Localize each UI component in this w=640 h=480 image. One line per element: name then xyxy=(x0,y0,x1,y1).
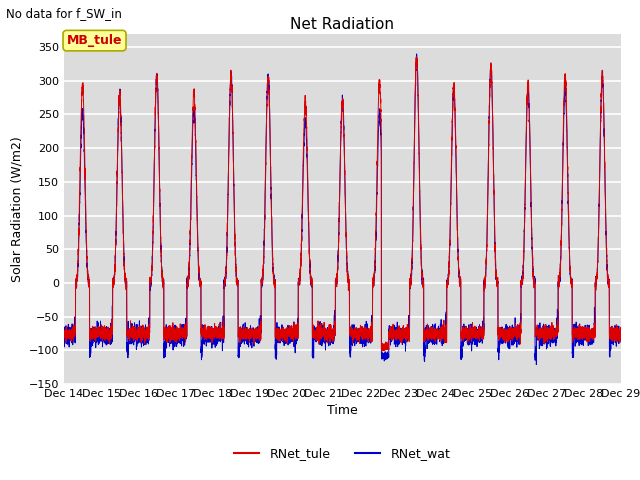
RNet_tule xyxy=(381,348,388,354)
RNet_wat xyxy=(532,362,540,368)
RNet_wat xyxy=(60,332,68,337)
RNet_wat xyxy=(594,262,602,267)
RNet_wat xyxy=(587,337,595,343)
RNet_wat xyxy=(483,246,491,252)
RNet_tule xyxy=(413,54,420,60)
RNet_wat xyxy=(250,332,257,338)
RNet_wat xyxy=(413,51,420,57)
Legend: RNet_tule, RNet_wat: RNet_tule, RNet_wat xyxy=(230,443,455,465)
Line: RNet_wat: RNet_wat xyxy=(64,54,621,365)
RNet_tule xyxy=(250,331,257,337)
RNet_wat xyxy=(324,328,332,334)
Title: Net Radiation: Net Radiation xyxy=(291,17,394,33)
RNet_tule xyxy=(483,244,491,250)
Y-axis label: Solar Radiation (W/m2): Solar Radiation (W/m2) xyxy=(10,136,23,282)
X-axis label: Time: Time xyxy=(327,405,358,418)
RNet_tule xyxy=(587,336,595,341)
RNet_tule xyxy=(594,258,602,264)
RNet_tule xyxy=(60,329,68,335)
RNet_wat xyxy=(617,328,625,334)
RNet_wat xyxy=(467,324,475,329)
RNet_tule xyxy=(617,326,625,332)
Text: MB_tule: MB_tule xyxy=(67,34,122,47)
Line: RNet_tule: RNet_tule xyxy=(64,57,621,351)
RNet_tule xyxy=(324,336,332,342)
RNet_tule xyxy=(467,328,475,334)
Text: No data for f_SW_in: No data for f_SW_in xyxy=(6,7,122,20)
